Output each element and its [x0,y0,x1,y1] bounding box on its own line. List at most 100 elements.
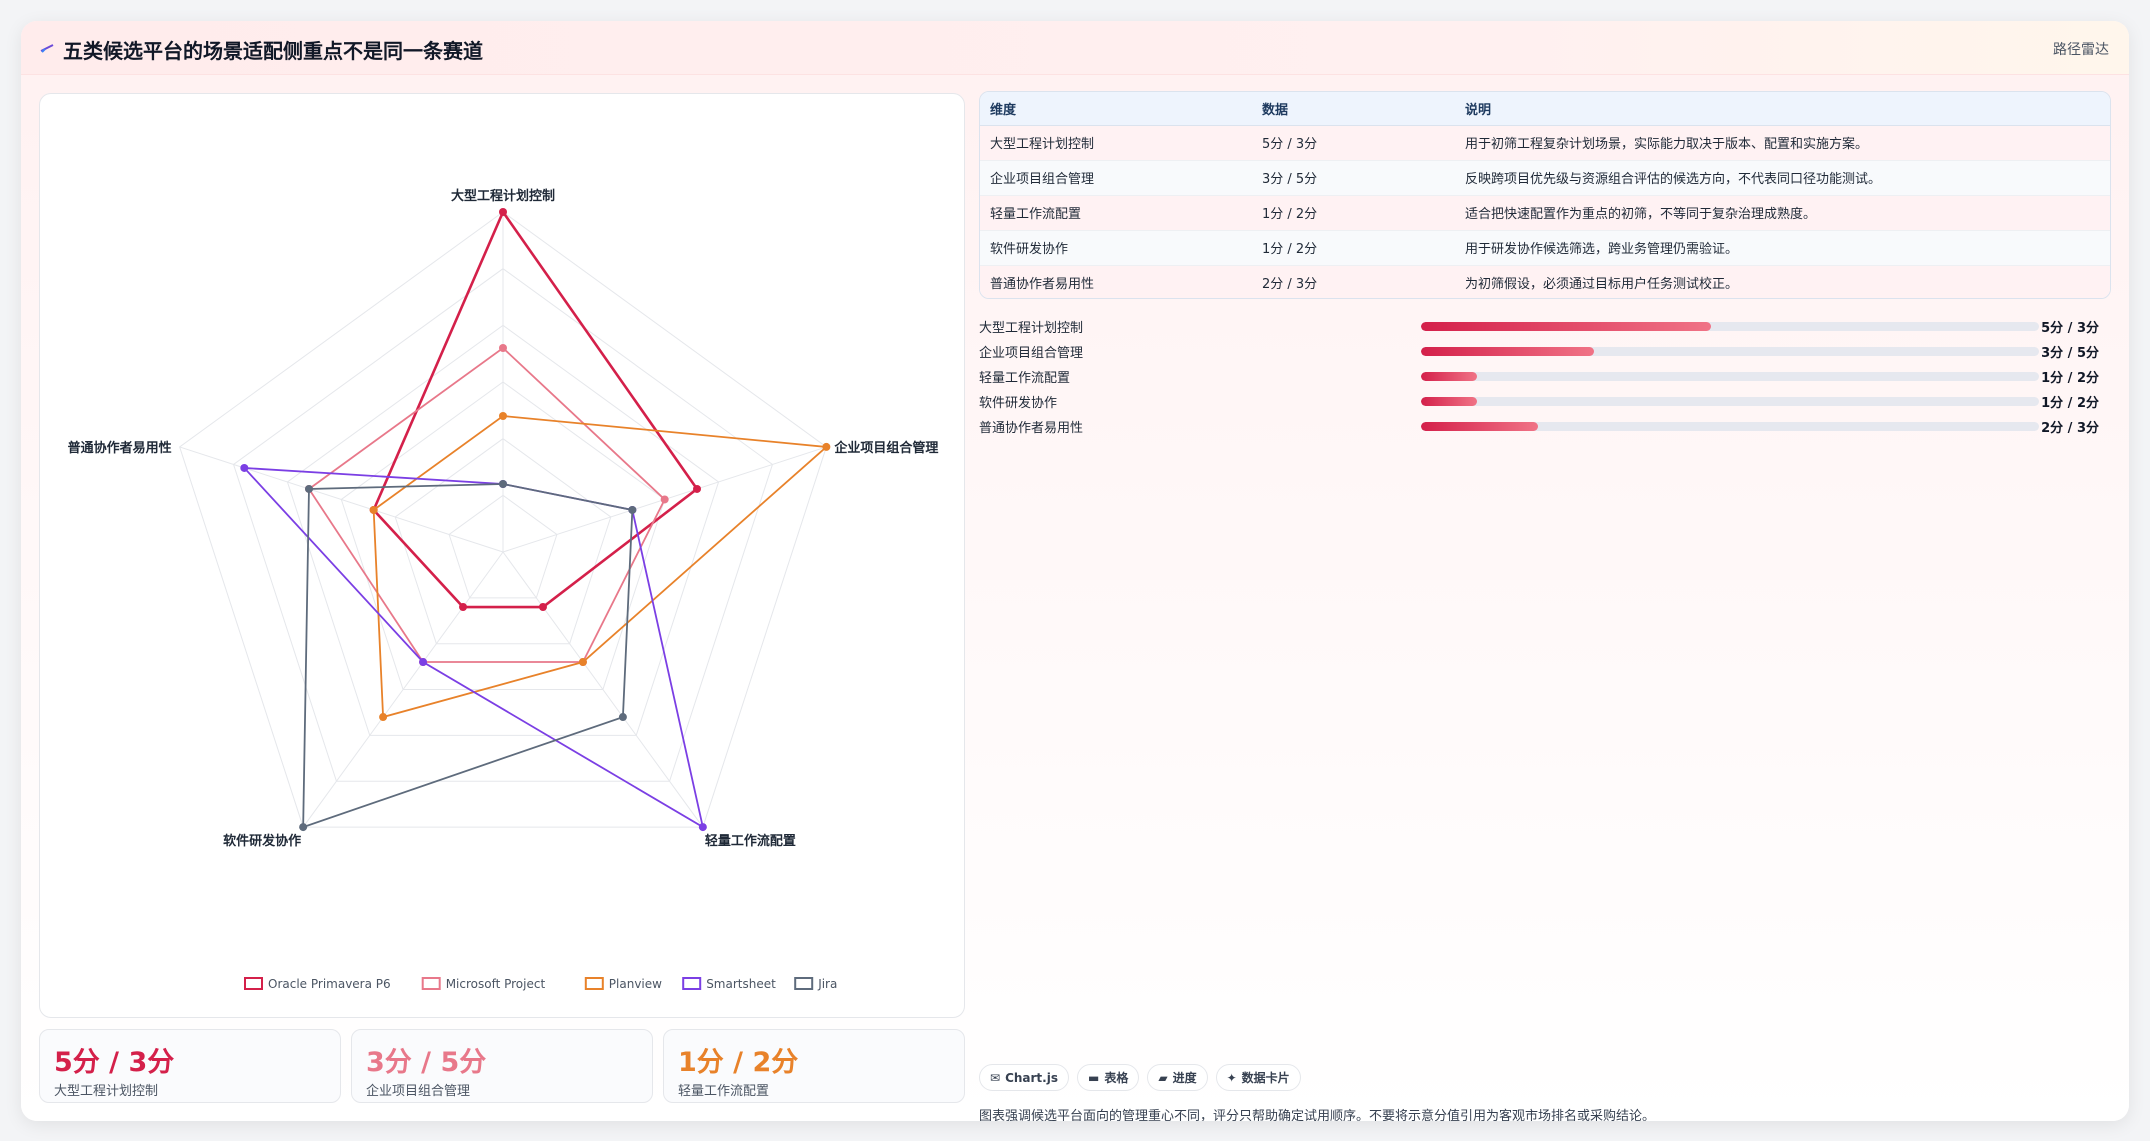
radar-grid-ring [232,268,774,782]
table-cell: 用于初筛工程复杂计划场景，实际能力取决于版本、配置和实施方案。 [1455,125,2110,161]
table-cell: 企业项目组合管理 [980,160,1252,196]
table-cell: 2分 / 3分 [1262,277,1318,293]
table-cell: 3分 / 5分 [1252,160,1455,196]
radar-point [618,713,627,722]
chip-label: Chart.js [1005,1070,1058,1085]
progress-value: 3分 / 5分 [2041,346,2099,361]
column-header: 维度 [980,92,1252,126]
legend-swatch [584,977,604,990]
stat-label: 企业项目组合管理 [366,1084,471,1099]
radar-point [693,484,702,493]
radar-point [369,505,378,514]
radar-chart-panel: 大型工程计划控制 企业项目组合管理 轻量工作流配置 软件研发协作 普通协作者易用性 Ora… [39,93,965,1018]
column-header: 说明 [1455,92,2110,126]
progress-label: 大型工程计划控制 [979,321,1084,336]
progress-value: 1分 / 2分 [2041,396,2099,411]
stat-card: 3分 / 5分 企业项目组合管理 [351,1029,653,1103]
progress-label: 普通协作者易用性 [979,421,1084,436]
progress-icon: ▰ [1158,1070,1168,1085]
table-row: 普通协作者易用性 2分 / 3分 为初筛假设，必须通过目标用户任务测试校正。 [980,265,2110,298]
radar-spoke [302,551,504,828]
stat-value: 1分 / 2分 [678,1047,799,1078]
radar-point [419,658,428,667]
radar-axis-label: 大型工程计划控制 [451,188,555,204]
table-cell: 为初筛假设，必须通过目标用户任务测试校正。 [1465,277,1739,293]
radar-point [499,412,507,420]
radar-spoke [502,551,704,828]
radar-point [240,463,249,472]
radar-point [698,823,707,832]
table-row: 轻量工作流配置 1分 / 2分 适合把快速配置作为重点的初筛，不等同于复杂治理成… [980,195,2110,231]
progress-fill [1421,347,1595,356]
radar-series-line [372,415,829,719]
radar-grid-ring [340,381,666,691]
progress-value: 1分 / 2分 [2041,371,2099,386]
sparkle-icon: ✦ [1226,1070,1237,1085]
page-title: 五类候选平台的场景适配侧重点不是同一条赛道 [63,39,483,63]
chip-chartjs[interactable]: ✉ Chart.js [979,1064,1069,1091]
table-cell: 软件研发协作 [980,230,1252,266]
stat-value: 3分 / 5分 [366,1047,487,1078]
table-cell: 5分 / 3分 [1252,125,1455,161]
legend-label: Jira [817,977,837,991]
stat-label: 大型工程计划控制 [54,1084,159,1099]
stat-label: 轻量工作流配置 [678,1084,770,1099]
radar-axis-label: 普通协作者易用性 [68,440,172,456]
radar-point [499,480,507,488]
radar-path-link[interactable]: 路径雷达 [2053,42,2109,58]
feather-icon [39,41,55,55]
main-card: 五类候选平台的场景适配侧重点不是同一条赛道 路径雷达 大型工程计划控制 企业项目组… [21,21,2129,1121]
progress-track [1421,347,2039,356]
radar-point [628,505,637,514]
radar-point [538,603,547,612]
progress-label: 轻量工作流配置 [979,371,1071,386]
stat-card: 1分 / 2分 轻量工作流配置 [663,1029,965,1103]
radar-point [299,823,308,832]
progress-row: 大型工程计划控制 5分 / 3分 [979,313,2111,338]
chip-data-cards[interactable]: ✦ 数据卡片 [1215,1064,1301,1091]
progress-track [1421,422,2039,431]
table-row: 企业项目组合管理 3分 / 5分 反映跨项目优先级与资源组合评估的候选方向，不代… [980,160,2110,196]
chip-progress[interactable]: ▰ 进度 [1147,1064,1208,1091]
progress-value: 2分 / 3分 [2041,421,2099,436]
table-row: 大型工程计划控制 5分 / 3分 用于初筛工程复杂计划场景，实际能力取决于版本、… [980,125,2110,161]
footnote: 图表强调候选平台面向的管理重心不同，评分只帮助确定试用顺序。不要将示意分值引用为… [979,1109,1656,1121]
data-table: 维度 数据 说明 大型工程计划控制 5分 / 3分 用于初筛工程复杂计划场景，实… [980,92,2110,298]
stat-value: 5分 / 3分 [54,1047,175,1078]
radar-series-line [242,466,705,829]
table-cell: 适合把快速配置作为重点的初筛，不等同于复杂治理成熟度。 [1455,195,2110,231]
radar-point [459,603,468,612]
legend-label: Smartsheet [706,977,776,991]
progress-row: 企业项目组合管理 3分 / 5分 [979,338,2111,363]
table-row: 软件研发协作 1分 / 2分 用于研发协作候选筛选，跨业务管理仍需验证。 [980,230,2110,266]
progress-fill [1421,322,1712,331]
radar-series-line [307,346,666,663]
column-header: 数据 [1252,92,1455,126]
radar-series-line [302,483,634,829]
legend-label: Microsoft Project [446,977,546,991]
radar-grid-ring [179,211,827,828]
progress-track [1421,397,2039,406]
legend-swatch [794,977,814,990]
chip-table[interactable]: ▬ 表格 [1076,1064,1140,1091]
card-header: 五类候选平台的场景适配侧重点不是同一条赛道 路径雷达 [21,21,2129,75]
table-cell: 轻量工作流配置 [980,195,1252,231]
table-cell: 大型工程计划控制 [980,125,1252,161]
progress-row: 普通协作者易用性 2分 / 3分 [979,413,2111,438]
progress-track [1421,322,2039,331]
progress-row: 轻量工作流配置 1分 / 2分 [979,363,2111,388]
progress-label: 软件研发协作 [979,396,1058,411]
progress-fill [1421,372,1477,381]
radar-spoke [179,446,504,553]
stat-card: 5分 / 3分 大型工程计划控制 [39,1029,341,1103]
progress-fill [1421,397,1477,406]
legend-swatch [244,977,263,990]
table-header-row: 维度 数据 说明 [980,92,2110,126]
progress-row: 软件研发协作 1分 / 2分 [979,388,2111,413]
legend-label: Planview [609,977,662,991]
table-cell: 反映跨项目优先级与资源组合评估的候选方向，不代表同口径功能测试。 [1455,160,2110,196]
radar-point [499,208,507,216]
chip-label: 数据卡片 [1241,1071,1290,1085]
progress-track [1421,372,2039,381]
